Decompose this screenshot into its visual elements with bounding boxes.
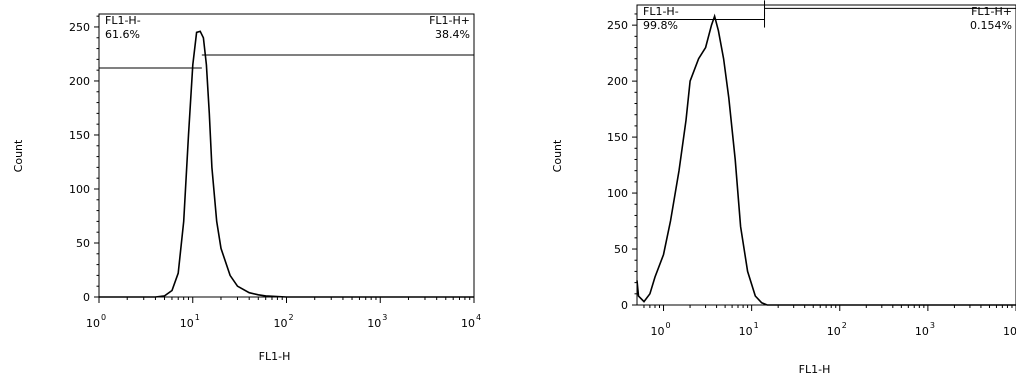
- gate-label-negative-name: FL1-H-: [643, 5, 679, 18]
- x-tick-label: 103: [367, 313, 387, 330]
- x-axis-title: FL1-H: [259, 350, 291, 363]
- axis-ticks: [632, 13, 1016, 311]
- gate-label-negative-percent: 61.6%: [105, 28, 140, 41]
- y-tick-label: 200: [607, 75, 628, 88]
- y-tick-label: 0: [83, 291, 90, 304]
- y-tick-label: 250: [607, 19, 628, 32]
- gate-label-negative-percent: 99.8%: [643, 19, 678, 32]
- y-tick-label: 150: [69, 129, 90, 142]
- gate-label-positive-percent: 38.4%: [435, 28, 470, 41]
- axis-ticks: [94, 15, 475, 303]
- y-tick-label: 50: [76, 237, 90, 250]
- x-tick-label: 101: [180, 313, 200, 330]
- x-tick-label: 102: [827, 321, 847, 338]
- plot-frame: [98, 13, 475, 298]
- y-tick-labels: 0 50 100 150 200 250: [607, 19, 628, 312]
- x-tick-label: 103: [915, 321, 935, 338]
- gate-markers: [637, 0, 1016, 28]
- x-axis-title: FL1-H: [799, 363, 831, 376]
- gate-label-positive-percent: 0.154%: [970, 19, 1012, 32]
- x-tick-labels: 100 101 102 103 104: [650, 321, 1016, 338]
- x-tick-labels: 100 101 102 103 104: [86, 313, 481, 330]
- gate-markers: [99, 54, 474, 69]
- y-axis-title: Count: [12, 139, 25, 172]
- gate-label-positive-name: FL1-H+: [429, 14, 470, 27]
- gate-label-positive-name: FL1-H+: [971, 5, 1012, 18]
- y-tick-label: 0: [621, 299, 628, 312]
- y-tick-label: 150: [607, 131, 628, 144]
- y-axis-title: Count: [551, 139, 564, 172]
- x-tick-label: 100: [650, 321, 670, 338]
- y-tick-labels: 0 50 100 150 200 250: [69, 21, 90, 304]
- histogram-curve: [636, 13, 1016, 306]
- y-tick-label: 50: [614, 243, 628, 256]
- histogram-panel-left: 0 50 100 150 200 250 100 101 102 103 104 FL1-H- 6…: [12, 13, 481, 363]
- x-tick-label: 104: [1003, 321, 1016, 338]
- y-tick-label: 200: [69, 75, 90, 88]
- x-tick-label: 101: [739, 321, 759, 338]
- y-tick-label: 250: [69, 21, 90, 34]
- histogram-curve: [99, 30, 474, 298]
- histogram-panel-right: 0 50 100 150 200 250 100 101 102 103 104 FL1-H- 9…: [551, 0, 1016, 376]
- x-tick-label: 104: [461, 313, 481, 330]
- plot-frame: [636, 4, 1016, 306]
- x-tick-label: 102: [273, 313, 293, 330]
- y-tick-label: 100: [69, 183, 90, 196]
- gate-label-negative-name: FL1-H-: [105, 14, 141, 27]
- y-tick-label: 100: [607, 187, 628, 200]
- x-tick-label: 100: [86, 313, 106, 330]
